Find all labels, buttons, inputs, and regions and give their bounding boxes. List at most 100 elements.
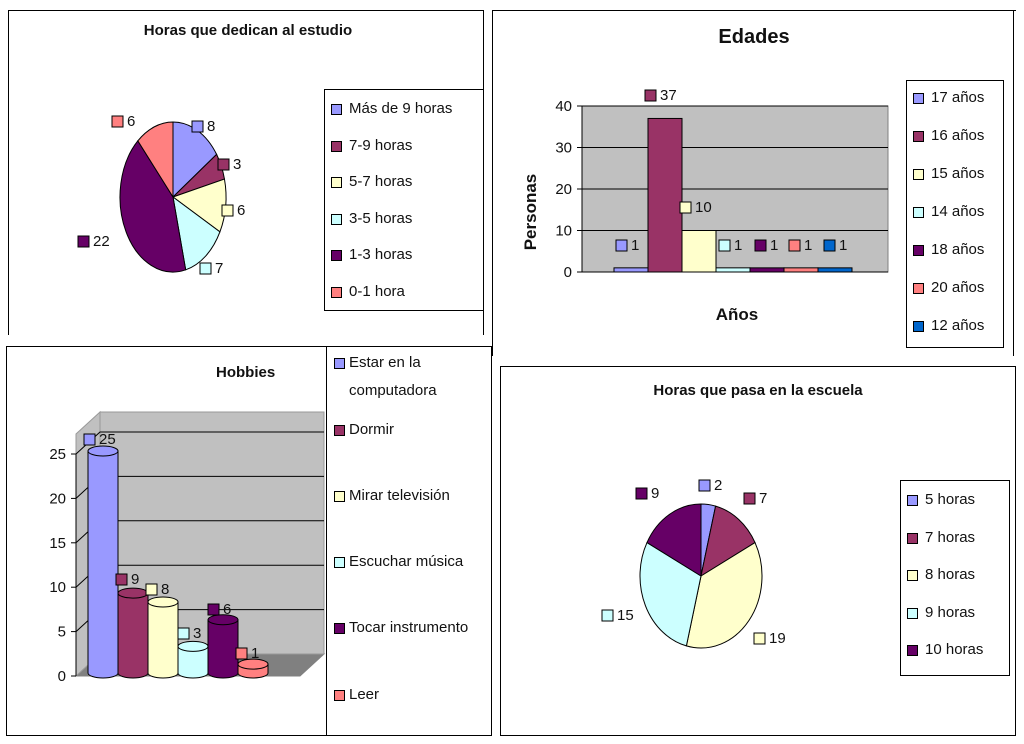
label-swatch — [788, 239, 801, 252]
label-swatch — [679, 201, 692, 214]
legend-label: 10 horas — [925, 641, 984, 658]
legend-label: Escuchar música — [349, 553, 464, 570]
data-label: 25 — [99, 431, 116, 448]
label-swatch — [718, 239, 731, 252]
panel-left-border — [8, 10, 9, 335]
y-axis-label: Personas — [521, 174, 540, 251]
label-swatch — [221, 204, 234, 217]
legend-swatch — [913, 131, 924, 142]
legend-label: 5 horas — [925, 491, 976, 508]
legend-label: 7-9 horas — [349, 136, 413, 154]
label-swatch — [601, 609, 614, 622]
bar — [647, 117, 683, 273]
label-swatch — [698, 479, 711, 492]
data-label: 1 — [839, 237, 847, 254]
cylinder-top — [147, 596, 179, 608]
panel-top-border — [500, 366, 1016, 367]
legend-swatch — [334, 491, 345, 502]
legend-label: 20 años — [931, 279, 985, 296]
legend-label: Tocar instrumento — [349, 619, 469, 636]
bar — [715, 267, 751, 273]
label-swatch — [115, 573, 128, 586]
legend: 17 años 16 años 15 años 14 años 18 años 20 añ… — [906, 80, 1004, 348]
y-tick-label: 5 — [58, 624, 66, 641]
legend-swatch — [913, 245, 924, 256]
bar-chart: 0 5 10 15 20 25 25 9 8 3 6 1 — [49, 410, 326, 685]
pie-chart: 8 3 6 7 22 6 — [77, 113, 245, 277]
legend-label: 7 horas — [925, 528, 976, 546]
legend-swatch — [334, 358, 345, 369]
chart-title: Horas que dedican al estudio — [143, 22, 353, 39]
legend-swatch — [331, 213, 342, 225]
cylinder-body — [87, 450, 119, 679]
label-swatch — [177, 627, 190, 640]
data-label: 9 — [131, 571, 139, 588]
data-label: 6 — [223, 601, 231, 618]
pie-slice — [700, 505, 756, 578]
legend-label: 16 años — [931, 127, 985, 144]
data-label: 1 — [734, 237, 742, 254]
study-hours-chart: Horas que dedican al estudio 8 3 6 7 22 6 Más… — [8, 10, 484, 335]
data-label: 2 — [714, 477, 722, 494]
legend-label: 17 años — [931, 89, 985, 106]
label-swatch — [77, 235, 90, 248]
legend-label: computadora — [349, 382, 437, 399]
legend-swatch — [913, 283, 924, 294]
data-label: 22 — [93, 233, 110, 250]
legend: 5 horas 7 horas 8 horas 9 horas 10 horas — [900, 480, 1010, 676]
legend-label: 15 años — [931, 165, 985, 182]
legend-swatch — [907, 532, 918, 544]
legend-label: 9 horas — [925, 603, 976, 621]
label-swatch — [753, 632, 766, 645]
cylinder-top — [87, 445, 119, 457]
gridline — [75, 431, 324, 455]
legend-label: Leer — [349, 686, 380, 703]
chart-title: Edades — [718, 26, 790, 48]
data-label: 9 — [651, 485, 659, 502]
label-swatch — [145, 583, 158, 596]
data-label: 15 — [617, 607, 634, 624]
label-swatch — [823, 239, 836, 252]
data-label: 1 — [804, 237, 812, 254]
data-label: 7 — [215, 260, 223, 277]
data-label: 1 — [631, 237, 639, 254]
cylinder-top — [237, 658, 269, 670]
data-label: 3 — [233, 156, 241, 173]
legend-swatch — [913, 321, 924, 332]
label-swatch — [743, 492, 756, 505]
panel-top-border — [492, 10, 1016, 11]
cylinder-top — [207, 614, 239, 626]
legend-label: Estar en la — [349, 354, 421, 371]
legend-label: 18 años — [931, 241, 985, 258]
legend-swatch — [907, 495, 918, 506]
legend-label: 0-1 hora — [349, 282, 405, 300]
panel-right-border — [491, 346, 492, 736]
data-label: 3 — [193, 625, 201, 642]
legend-swatch — [331, 286, 342, 298]
panel-bottom-border — [500, 735, 1016, 736]
data-label: 6 — [127, 113, 135, 130]
legend-swatch — [907, 570, 918, 581]
cylinder-body — [117, 592, 149, 679]
legend-label: 12 años — [931, 317, 985, 334]
panel-left-border — [6, 346, 7, 736]
legend-label: 14 años — [931, 203, 985, 220]
legend-swatch — [907, 607, 918, 619]
data-label: 37 — [660, 87, 677, 104]
label-swatch — [199, 262, 212, 275]
cylinder-body — [147, 601, 179, 679]
y-tick-label: 25 — [49, 446, 66, 463]
chart-title: Horas que pasa en la escuela — [653, 382, 863, 399]
label-swatch — [217, 158, 230, 171]
legend-swatch — [913, 169, 924, 180]
bar — [817, 267, 853, 273]
label-swatch — [615, 239, 628, 252]
y-tick-label: 20 — [555, 181, 572, 198]
legend-swatch — [331, 177, 342, 188]
ages-chart: Edades 0 10 20 30 40 1 37 10 1 1 1 1 Años Personas 17… — [492, 10, 1016, 356]
pie-slice — [685, 541, 763, 649]
data-label: 10 — [695, 199, 712, 216]
pie-chart: 2 7 19 15 9 — [601, 477, 786, 649]
y-tick-label: 15 — [49, 535, 66, 552]
bar — [749, 267, 785, 273]
